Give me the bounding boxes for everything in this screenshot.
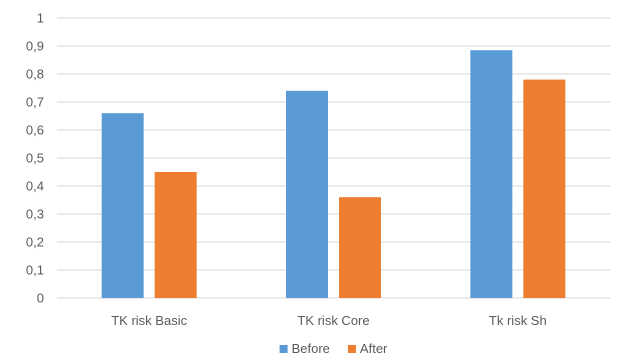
legend-label: After [360, 341, 388, 356]
gridlines [57, 17, 610, 299]
bar-after-3 [523, 79, 566, 298]
y-tick-label: 0,7 [26, 95, 44, 110]
bar-before-1 [101, 113, 144, 298]
bar-after-2 [339, 197, 381, 298]
x-category-label: TK risk Basic [111, 313, 187, 328]
bars [101, 50, 566, 299]
y-tick-label: 0,5 [26, 151, 44, 166]
y-tick-label: 0 [37, 291, 44, 306]
x-axis-categories: TK risk Basic TK risk Core Tk risk Sh [111, 313, 546, 328]
y-tick-label: 0,3 [26, 207, 44, 222]
y-tick-label: 1 [37, 11, 44, 26]
legend: Before After [279, 341, 388, 356]
y-tick-label: 0,1 [26, 263, 44, 278]
legend-swatch [279, 345, 288, 353]
legend-item-after: After [347, 341, 388, 356]
legend-item-before: Before [279, 341, 330, 356]
y-tick-label: 0,9 [26, 39, 44, 54]
y-tick-label: 0,8 [26, 67, 44, 82]
bar-after-1 [154, 172, 197, 298]
bar-before-2 [286, 90, 328, 298]
y-tick-label: 0,2 [26, 235, 44, 250]
x-category-label: TK risk Core [297, 313, 369, 328]
bar-before-3 [470, 50, 513, 299]
y-tick-label: 0,4 [26, 179, 44, 194]
y-axis-ticks: 0 0,1 0,2 0,3 0,4 0,5 0,6 0,7 0,8 0,9 1 [26, 11, 44, 306]
y-tick-label: 0,6 [26, 123, 44, 138]
legend-label: Before [292, 341, 330, 356]
x-category-label: Tk risk Sh [489, 313, 547, 328]
legend-swatch [347, 345, 356, 353]
